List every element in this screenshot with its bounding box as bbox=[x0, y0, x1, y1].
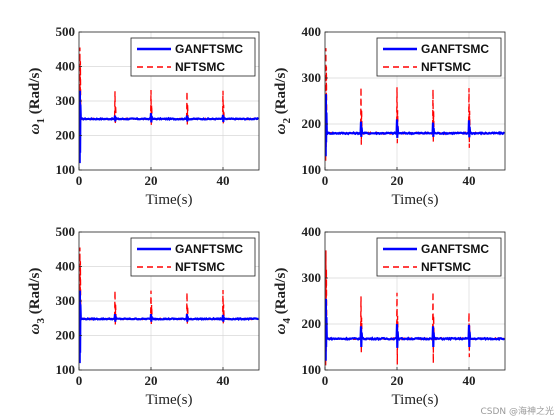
y-axis-subscript: 3 bbox=[35, 318, 47, 324]
x-tick-label: 20 bbox=[391, 173, 404, 188]
y-tick-label: 100 bbox=[56, 162, 76, 177]
series-line-ganftsmc bbox=[79, 290, 259, 364]
y-axis-symbol: ω bbox=[27, 323, 43, 334]
x-axis-label: Time(s) bbox=[392, 192, 439, 208]
y-axis-label: ω3 (Rad/s) bbox=[27, 268, 47, 335]
y-axis-label: ω4 (Rad/s) bbox=[273, 268, 293, 335]
y-tick-label: 200 bbox=[56, 328, 76, 343]
y-tick-label: 500 bbox=[56, 24, 76, 39]
y-axis-unit: (Rad/s) bbox=[27, 268, 43, 318]
series-line-ganftsmc bbox=[325, 94, 505, 157]
y-tick-label: 200 bbox=[302, 316, 322, 331]
x-tick-label: 40 bbox=[217, 373, 230, 388]
legend-box bbox=[130, 37, 256, 77]
x-tick-label: 0 bbox=[76, 173, 83, 188]
subplot-3: 100 200 300 400 500 0 20 40 Time(s) ω3 (Rad/s) GAN… bbox=[27, 224, 260, 408]
y-tick-label: 500 bbox=[56, 224, 76, 239]
legend-entry: NFTSMC bbox=[175, 260, 225, 274]
y-axis-subscript: 4 bbox=[281, 318, 293, 324]
y-tick-label: 400 bbox=[302, 24, 322, 39]
y-tick-label: 100 bbox=[56, 362, 76, 377]
y-axis-symbol: ω bbox=[27, 123, 43, 134]
x-tick-label: 0 bbox=[76, 373, 83, 388]
x-axis-label: Time(s) bbox=[146, 192, 193, 208]
axes-frame bbox=[324, 31, 506, 171]
legend-box bbox=[376, 37, 502, 77]
y-tick-label: 400 bbox=[56, 259, 76, 274]
y-tick-label: 300 bbox=[302, 270, 322, 285]
y-tick-label: 200 bbox=[302, 116, 322, 131]
y-tick-label: 400 bbox=[302, 224, 322, 239]
y-tick-label: 300 bbox=[56, 93, 76, 108]
legend: GANFTSMC NFTSMC bbox=[376, 237, 502, 277]
y-axis-unit: (Rad/s) bbox=[273, 268, 289, 318]
x-tick-label: 20 bbox=[145, 173, 158, 188]
y-axis-unit: (Rad/s) bbox=[27, 68, 43, 118]
y-tick-label: 300 bbox=[302, 70, 322, 85]
legend-entry: GANFTSMC bbox=[175, 242, 243, 256]
subplot-4: 100 200 300 400 0 20 40 Time(s) ω4 (Rad/s) GANFTS… bbox=[273, 224, 506, 408]
y-axis-symbol: ω bbox=[273, 123, 289, 134]
y-axis-label: ω1 (Rad/s) bbox=[27, 68, 47, 135]
x-tick-label: 40 bbox=[463, 373, 476, 388]
legend-entry: GANFTSMC bbox=[175, 42, 243, 56]
x-tick-label: 0 bbox=[322, 373, 329, 388]
axes-frame bbox=[324, 231, 506, 371]
x-axis-label: Time(s) bbox=[392, 392, 439, 408]
x-tick-label: 40 bbox=[463, 173, 476, 188]
x-tick-label: 40 bbox=[217, 173, 230, 188]
legend-box bbox=[376, 237, 502, 277]
legend-entry: GANFTSMC bbox=[421, 242, 489, 256]
legend-entry: GANFTSMC bbox=[421, 42, 489, 56]
y-tick-label: 100 bbox=[302, 362, 322, 377]
y-axis-label: ω2 (Rad/s) bbox=[273, 68, 293, 135]
legend-entry: NFTSMC bbox=[421, 60, 471, 74]
legend: GANFTSMC NFTSMC bbox=[376, 37, 502, 77]
x-axis-label: Time(s) bbox=[146, 392, 193, 408]
subplot-1: 100 200 300 400 500 0 20 40 Time(s) ω1 (Rad/s) GAN… bbox=[27, 24, 260, 208]
series-line-ganftsmc bbox=[79, 90, 259, 164]
x-tick-label: 20 bbox=[391, 373, 404, 388]
y-axis-symbol: ω bbox=[273, 323, 289, 334]
y-axis-unit: (Rad/s) bbox=[273, 68, 289, 118]
x-tick-label: 20 bbox=[145, 373, 158, 388]
y-tick-label: 300 bbox=[56, 293, 76, 308]
y-tick-label: 400 bbox=[56, 59, 76, 74]
legend: GANFTSMC NFTSMC bbox=[130, 237, 256, 277]
y-tick-label: 100 bbox=[302, 162, 322, 177]
y-axis-subscript: 2 bbox=[281, 118, 293, 124]
legend-entry: NFTSMC bbox=[175, 60, 225, 74]
y-tick-label: 200 bbox=[56, 128, 76, 143]
legend-box bbox=[130, 237, 256, 277]
legend: GANFTSMC NFTSMC bbox=[130, 37, 256, 77]
watermark: CSDN @海神之光 bbox=[480, 407, 554, 417]
series-line-ganftsmc bbox=[325, 298, 505, 361]
y-axis-subscript: 1 bbox=[35, 118, 47, 124]
legend-entry: NFTSMC bbox=[421, 260, 471, 274]
x-tick-label: 0 bbox=[322, 173, 329, 188]
subplot-2: 100 200 300 400 0 20 40 Time(s) ω2 (Rad/s) GANFTS… bbox=[273, 24, 506, 208]
